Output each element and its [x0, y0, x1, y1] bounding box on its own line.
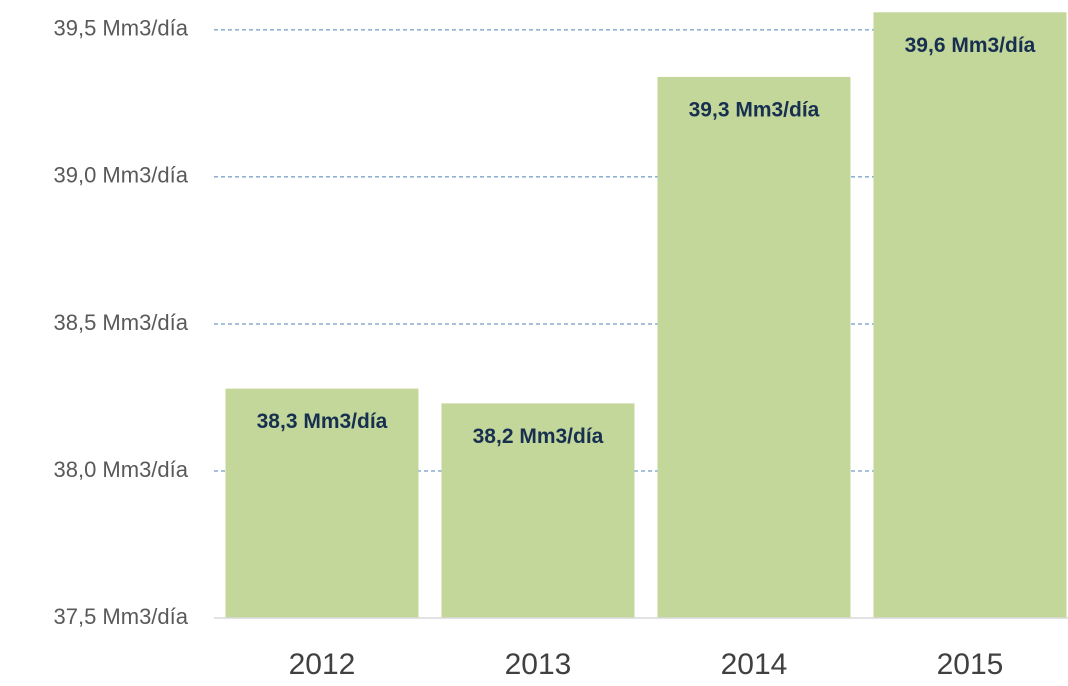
- y-tick-label: 38,5 Mm3/día: [53, 310, 188, 335]
- value-label: 38,3 Mm3/día: [257, 410, 388, 433]
- x-tick-label: 2015: [937, 648, 1004, 681]
- y-tick-label: 37,5 Mm3/día: [53, 604, 188, 629]
- x-tick-label: 2012: [289, 648, 356, 681]
- y-tick-label: 38,0 Mm3/día: [53, 457, 188, 482]
- x-tick-label: 2013: [505, 648, 572, 681]
- y-tick-label: 39,5 Mm3/día: [53, 16, 188, 41]
- x-tick-label: 2014: [721, 648, 788, 681]
- value-label: 38,2 Mm3/día: [473, 425, 604, 448]
- bar: [873, 12, 1067, 619]
- bar: [225, 388, 419, 618]
- value-label: 39,6 Mm3/día: [905, 34, 1036, 57]
- value-label: 39,3 Mm3/día: [689, 98, 820, 121]
- bar: [657, 76, 851, 618]
- bar: [441, 403, 635, 618]
- y-tick-label: 39,0 Mm3/día: [53, 163, 188, 188]
